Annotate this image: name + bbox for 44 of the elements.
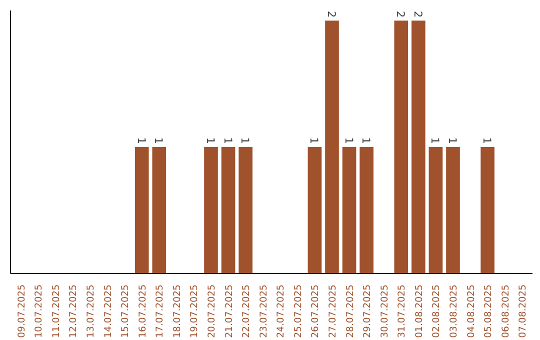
x-tick-label: 05.08.2025 — [483, 284, 494, 338]
x-tick-label: 29.07.2025 — [362, 284, 374, 338]
x-tick-label: 18.07.2025 — [172, 284, 183, 338]
x-tick-label: 22.07.2025 — [241, 284, 252, 338]
x-tick-label: 03.08.2025 — [448, 284, 460, 338]
data-label: 2 — [411, 10, 424, 18]
x-tick-label: 11.07.2025 — [50, 284, 62, 338]
x-tick-label: 21.07.2025 — [224, 284, 235, 338]
x-tick-label: 01.08.2025 — [414, 284, 425, 338]
x-tick-label: 19.07.2025 — [189, 284, 200, 338]
data-label: 1 — [446, 137, 459, 144]
x-tick-label: 31.07.2025 — [396, 284, 408, 338]
x-tick-label: 10.07.2025 — [34, 284, 45, 338]
x-tick-label: 17.07.2025 — [154, 284, 166, 338]
x-tick-label: 23.07.2025 — [258, 284, 270, 338]
x-tick-label: 13.07.2025 — [86, 284, 97, 338]
x-tick-label: 09.07.2025 — [16, 284, 28, 338]
data-label: 1 — [308, 137, 321, 144]
data-label: 1 — [428, 137, 442, 144]
x-tick-label: 12.07.2025 — [68, 284, 80, 338]
x-tick-label: 27.07.2025 — [327, 284, 338, 338]
x-tick-label: 28.07.2025 — [344, 284, 356, 338]
data-label: 1 — [360, 137, 373, 144]
x-tick-label: 14.07.2025 — [102, 284, 114, 338]
x-tick-label: 06.08.2025 — [500, 284, 512, 338]
x-tick-label: 04.08.2025 — [466, 284, 477, 338]
x-tick-label: 26.07.2025 — [310, 284, 322, 338]
x-tick-label: 02.08.2025 — [431, 284, 442, 338]
data-label: 2 — [394, 10, 408, 18]
data-label: 1 — [204, 137, 218, 144]
data-label: 1 — [152, 137, 166, 144]
x-tick-label: 07.08.2025 — [518, 284, 529, 338]
data-label: 1 — [221, 137, 234, 144]
x-tick-label: 25.07.2025 — [292, 284, 304, 338]
data-label: 1 — [238, 137, 252, 144]
x-tick-label: 30.07.2025 — [379, 284, 390, 338]
data-label: 1 — [342, 137, 356, 144]
x-tick-label: 16.07.2025 — [137, 284, 148, 338]
data-label: 2 — [324, 10, 338, 18]
x-tick-label: 24.07.2025 — [276, 284, 287, 338]
x-tick-label: 20.07.2025 — [206, 284, 218, 338]
data-label: 1 — [134, 137, 148, 144]
data-label: 1 — [480, 137, 494, 144]
x-tick-label: 15.07.2025 — [120, 284, 132, 338]
